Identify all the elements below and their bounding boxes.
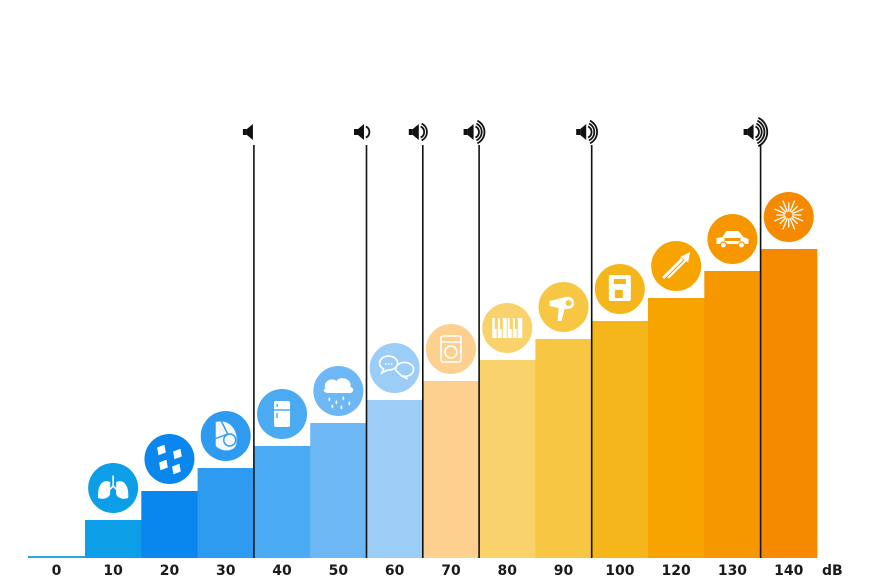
speaker-1-wave-icon <box>242 124 253 140</box>
falling-leaves-icon <box>144 434 195 484</box>
tick-label-130: 130 <box>718 563 747 579</box>
bar-20db <box>141 491 199 558</box>
rain-cloud-icon <box>313 366 364 416</box>
bar-120db <box>648 298 705 558</box>
police-car-icon <box>707 214 758 264</box>
bar-50db <box>310 423 367 558</box>
bars-layer <box>28 249 818 558</box>
x-axis-tick-labels: 0 10 20 30 40 50 60 70 80 90 100 120 130 140 <box>52 563 804 579</box>
speaker-2-waves-icon <box>408 122 428 142</box>
tick-label-90: 90 <box>554 563 574 579</box>
icons-layer <box>88 192 814 513</box>
unit-label: dB <box>822 563 843 579</box>
bar-140db <box>760 249 818 558</box>
hair-dryer-icon <box>538 282 589 332</box>
coffee-machine-icon <box>594 264 645 314</box>
tick-label-30: 30 <box>216 563 236 579</box>
bar-80db <box>479 360 536 558</box>
whisper-icon <box>200 411 251 461</box>
conversation-icon <box>369 343 420 393</box>
tick-label-20: 20 <box>160 563 180 579</box>
tick-label-70: 70 <box>441 563 461 579</box>
tick-label-80: 80 <box>498 563 518 579</box>
piano-keys-icon <box>482 303 533 353</box>
speaker-4-waves-icon <box>743 116 769 148</box>
fireworks-icon <box>763 192 814 242</box>
speaker-3-waves-icon <box>576 119 598 145</box>
speaker-1-wave-icon <box>354 124 371 140</box>
tick-label-10: 10 <box>103 563 123 579</box>
bar-10db <box>85 520 142 558</box>
tick-label-100: 100 <box>605 563 634 579</box>
tick-label-50: 50 <box>329 563 349 579</box>
tick-label-120: 120 <box>662 563 691 579</box>
tick-label-0: 0 <box>52 563 62 579</box>
bar-100db <box>591 321 649 558</box>
washing-machine-icon <box>425 324 476 374</box>
bar-30db <box>197 468 255 558</box>
tick-label-60: 60 <box>385 563 405 579</box>
bar-130db <box>704 271 762 558</box>
tick-label-140: 140 <box>774 563 803 579</box>
threshold-lines-layer <box>242 116 769 558</box>
bar-0db <box>28 556 86 558</box>
bar-90db <box>535 339 593 558</box>
trombone-icon <box>651 241 702 291</box>
bar-40db <box>253 446 311 558</box>
lungs-icon <box>88 463 139 513</box>
bar-70db <box>422 381 480 558</box>
tick-label-40: 40 <box>272 563 292 579</box>
bar-60db <box>366 400 424 558</box>
refrigerator-icon <box>257 389 308 439</box>
speaker-3-waves-icon <box>463 119 486 145</box>
